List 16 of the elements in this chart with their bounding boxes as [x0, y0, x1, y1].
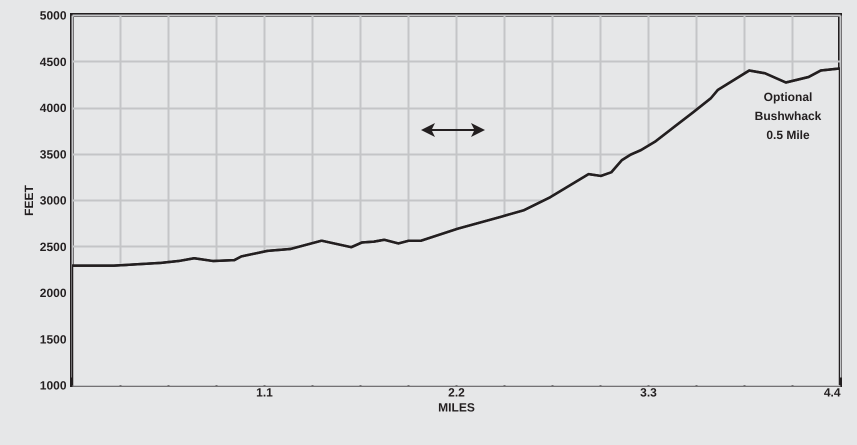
y-tick-label: 3500: [40, 147, 67, 162]
y-axis-title: FEET: [22, 184, 36, 216]
x-axis-title: MILES: [438, 400, 475, 414]
x-tick-label: 1.1: [256, 386, 274, 400]
y-tick-label: 4000: [40, 101, 67, 115]
y-tick-label: 4500: [40, 54, 67, 69]
x-tick-label: 3.3: [640, 386, 658, 400]
y-tick-label: 1500: [40, 332, 67, 346]
y-tick-label: 2500: [40, 240, 67, 254]
y-tick-label: 5000: [40, 8, 67, 22]
y-tick-label: 2000: [40, 286, 67, 300]
y-tick-label: 3000: [40, 194, 67, 208]
y-tick-label: 1000: [40, 378, 67, 392]
annotation: Optional Bushwhack 0.5 Mile: [754, 90, 822, 142]
x-tick-label: 4.4: [824, 386, 841, 400]
x-tick-label: 2.2: [448, 386, 466, 400]
